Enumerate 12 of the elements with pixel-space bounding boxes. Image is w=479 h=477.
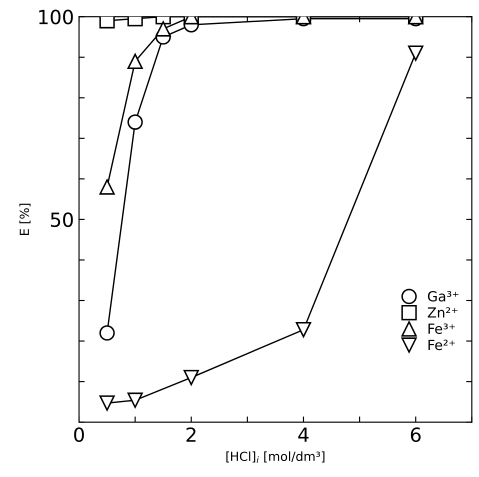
x-tick-label: 0 (74, 427, 84, 442)
x-tick-label: 2 (186, 427, 196, 442)
y-axis-title: E [%] (19, 204, 31, 235)
x-axis-title: [HCl]$_{i}$ [mol/dm³] (226, 451, 324, 463)
y-tick-label: 50 (50, 212, 73, 228)
legend-label: Ga³⁺ (428, 291, 458, 302)
legend-label: Fe²⁺ (428, 340, 455, 350)
legend-label: Fe³⁺ (428, 323, 455, 334)
x-tick-label: 4 (298, 428, 309, 442)
legend-label: Zn²⁺ (428, 307, 458, 318)
x-tick-label: 6 (410, 427, 421, 442)
y-tick-label: 100 (39, 10, 73, 24)
